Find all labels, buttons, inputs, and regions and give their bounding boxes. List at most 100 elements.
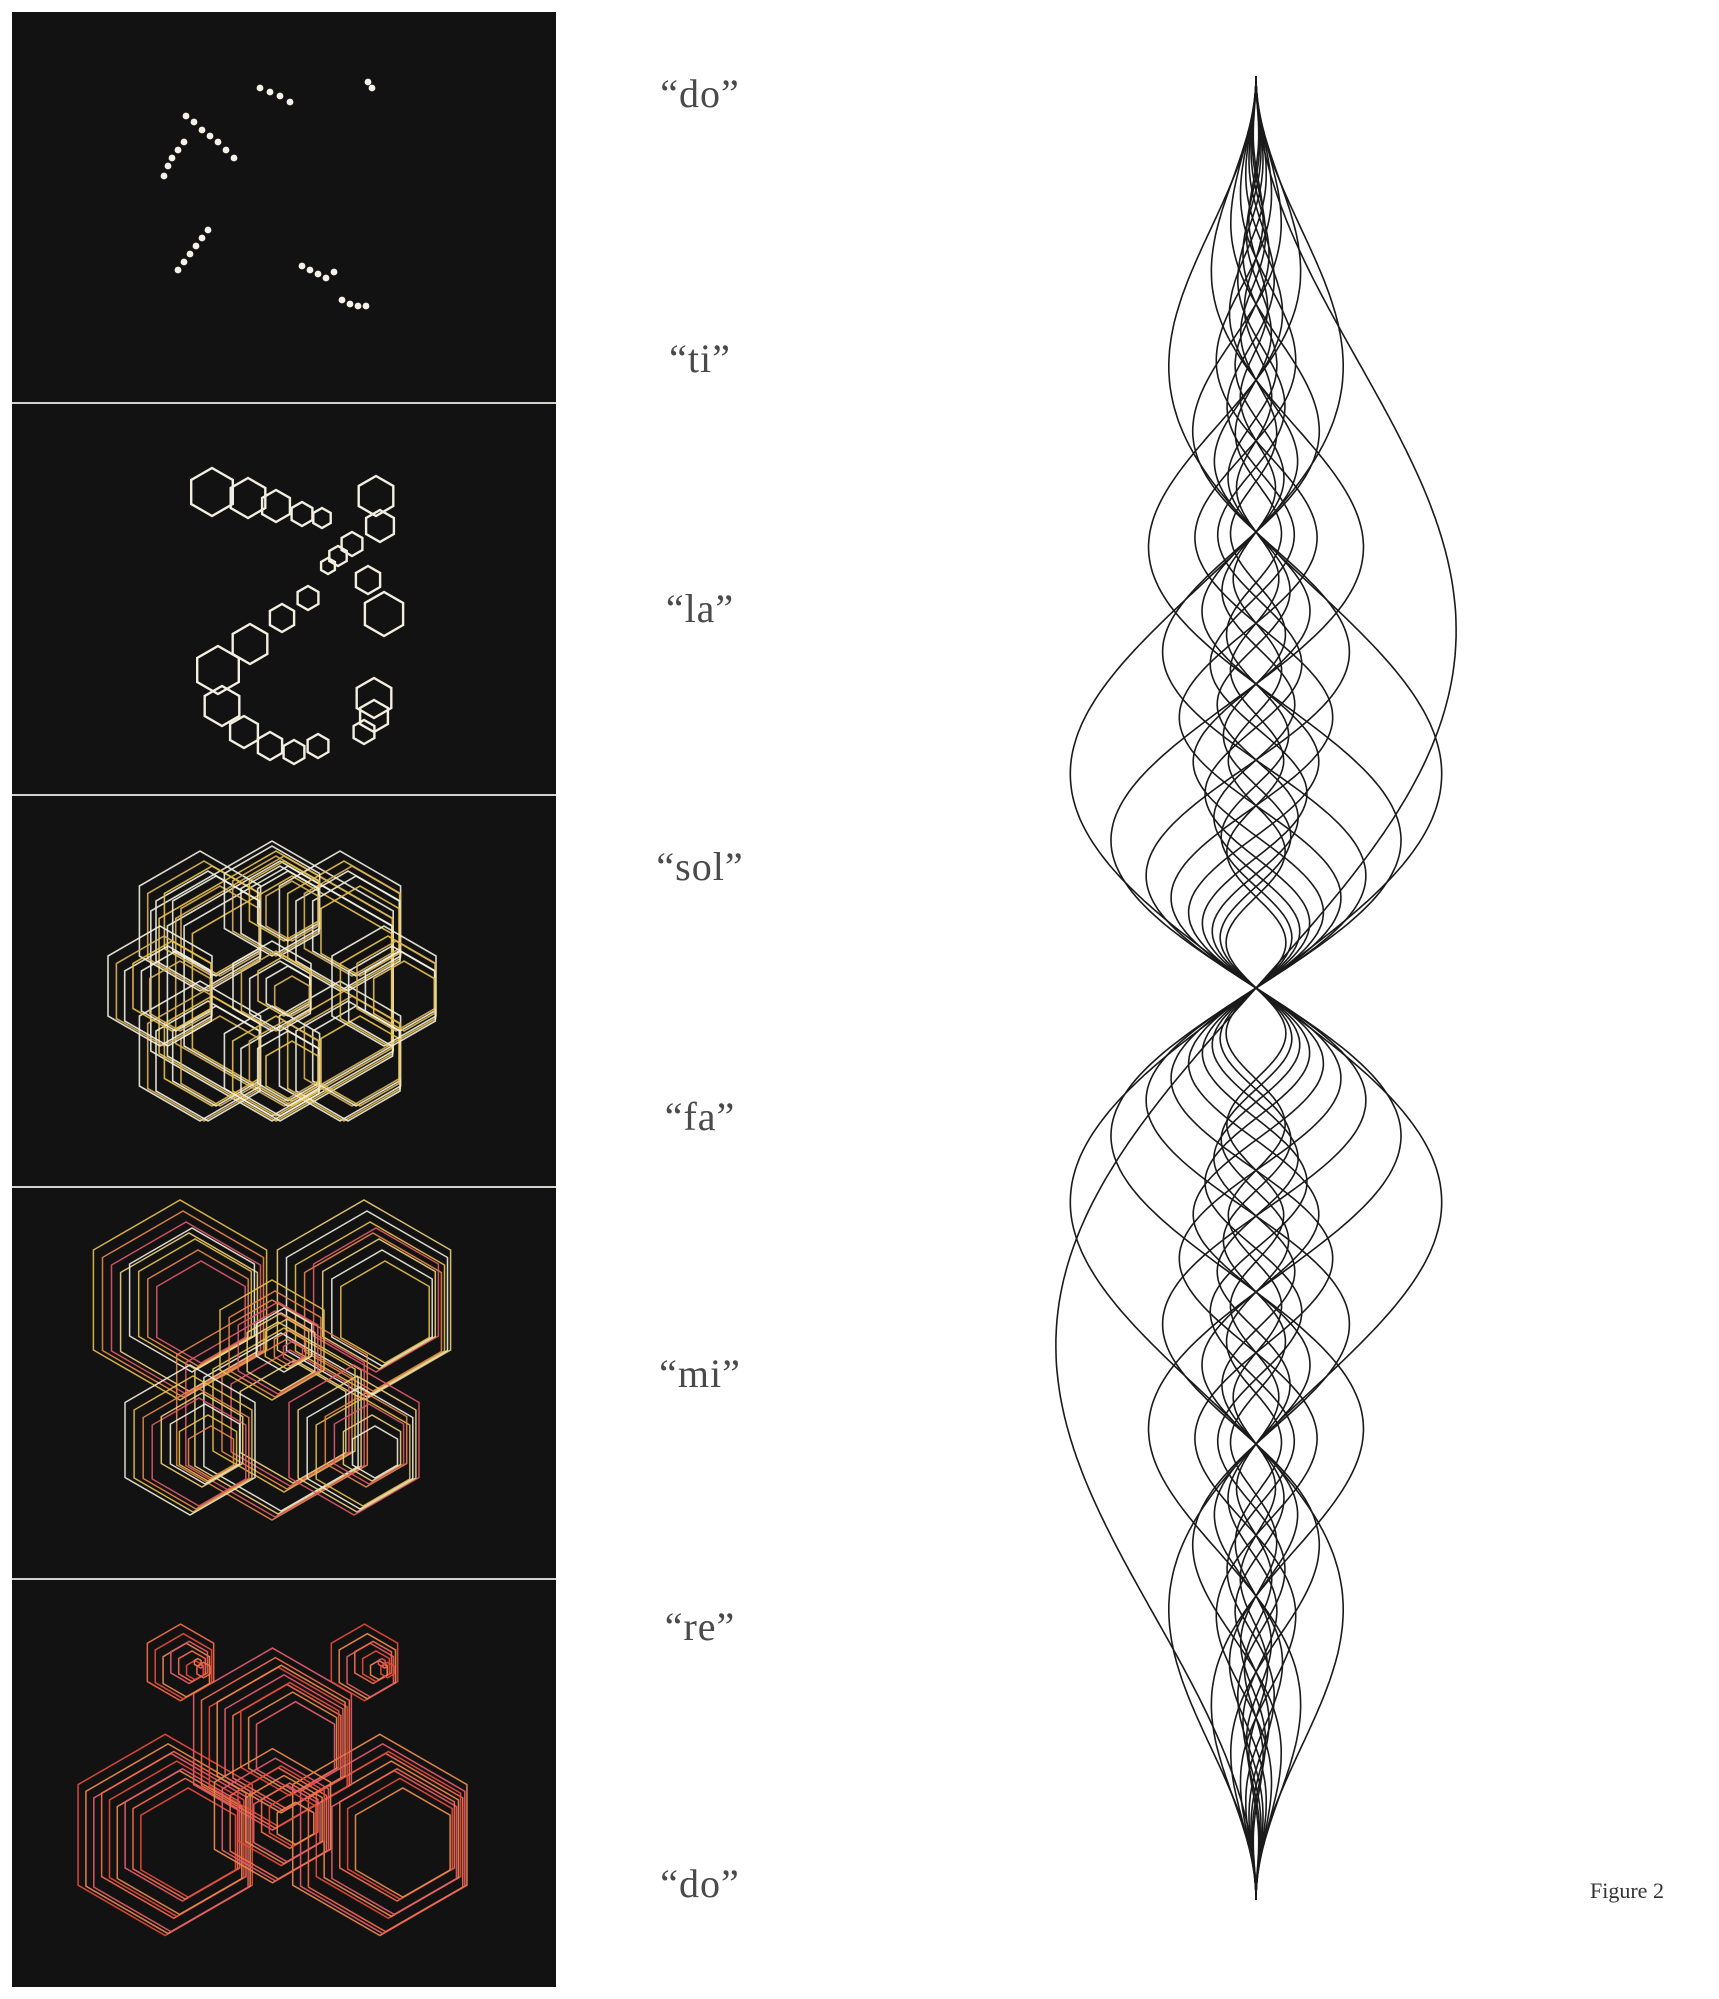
light-dot xyxy=(362,302,370,310)
hexagon-outline xyxy=(124,1767,241,1902)
hexagon-outline xyxy=(178,1414,238,1482)
hexagon-outline xyxy=(260,488,292,524)
light-dot xyxy=(186,250,194,258)
light-dot xyxy=(190,118,198,126)
hexagon-outline xyxy=(228,1290,322,1398)
hexagon-outline xyxy=(288,1364,420,1516)
hexagon-outline xyxy=(321,1238,437,1370)
hexagon-outline xyxy=(142,1386,250,1510)
hexagon-outline xyxy=(331,925,437,1047)
hexagon-outline xyxy=(265,965,311,1017)
hexagon-outline xyxy=(296,584,320,612)
hexagon-outline xyxy=(223,1005,321,1117)
hexagon-outline xyxy=(357,474,395,518)
hexagon-outline xyxy=(180,885,260,977)
frame-graphic xyxy=(77,1623,468,1937)
hexagon-outline xyxy=(312,506,332,530)
light-dot xyxy=(198,126,206,134)
hexagon-outline xyxy=(160,1392,244,1488)
hexagon-outline xyxy=(229,1766,328,1880)
hexagon-outline xyxy=(177,1650,207,1683)
light-dot xyxy=(180,258,188,266)
hexagon-outline xyxy=(354,1640,393,1685)
hexagon-outline xyxy=(248,860,320,942)
hexagon-outline xyxy=(108,1760,245,1918)
hexagon-outline xyxy=(260,1782,319,1850)
hexagon-outline xyxy=(169,1403,241,1485)
hexagon-outline xyxy=(128,1227,256,1373)
hexagon-outline xyxy=(175,1299,369,1521)
frame-white-yellow-hexagons xyxy=(12,796,556,1186)
hexagon-outline xyxy=(171,875,261,977)
hexagon-outline xyxy=(229,476,267,520)
hexagon-outline xyxy=(346,1642,395,1698)
hexagon-outline xyxy=(256,1030,320,1102)
hexagon-outline xyxy=(93,1752,249,1933)
frame-divider xyxy=(12,1578,556,1580)
frame-divider xyxy=(12,1186,556,1188)
light-dot xyxy=(182,112,190,120)
hexagon-outline xyxy=(352,718,376,746)
hexagon-outline xyxy=(216,1664,346,1814)
hexagon-outline xyxy=(351,1425,399,1479)
light-dot xyxy=(160,172,168,180)
hexagon-outline xyxy=(213,1747,332,1884)
hexagon-outline xyxy=(148,960,212,1032)
hexagon-outline xyxy=(133,1375,253,1513)
hexagon-outline xyxy=(187,1425,235,1479)
hexagon-outline xyxy=(340,530,364,558)
hexagon-outline xyxy=(237,1765,326,1867)
hexagon-outline xyxy=(369,1659,388,1681)
hexagon-outline xyxy=(195,644,241,696)
hexagon-outline xyxy=(331,1769,458,1916)
light-dot xyxy=(164,162,172,170)
curve-drawing xyxy=(1055,75,1457,1901)
hexagon-outline xyxy=(147,1249,249,1367)
hexagon-outline xyxy=(219,1279,325,1401)
light-dot xyxy=(322,274,330,282)
hexagon-outline xyxy=(124,1364,256,1516)
hexagon-outline xyxy=(324,1392,408,1488)
hexagon-outline xyxy=(303,865,401,977)
hexagon-outline xyxy=(221,1338,353,1490)
light-dot xyxy=(314,270,322,278)
light-dot xyxy=(198,234,206,242)
frame-graphic xyxy=(107,840,437,1122)
hexagon-outline xyxy=(265,880,319,942)
hexagon-outline xyxy=(303,995,401,1107)
frame-graphic xyxy=(92,1199,452,1521)
hexagon-outline xyxy=(342,1414,402,1482)
light-dot xyxy=(174,266,182,274)
light-dot xyxy=(364,78,372,86)
hexagon-outline xyxy=(311,875,401,977)
hexagon-outline xyxy=(203,684,241,728)
light-dot xyxy=(298,262,306,270)
hexagon-outline xyxy=(228,714,260,750)
hexagon-outline xyxy=(194,1321,362,1515)
hexagon-outline xyxy=(151,1397,247,1507)
hexagon-outline xyxy=(248,1020,320,1102)
hexagon-outline xyxy=(247,1691,338,1795)
hexagon-outline xyxy=(140,950,212,1032)
light-dot xyxy=(330,268,338,276)
hexagon-outline xyxy=(92,1199,268,1401)
hexagon-outline xyxy=(299,1742,466,1935)
hexagon-outline xyxy=(312,1227,440,1373)
label-la: “la” xyxy=(665,586,735,631)
light-dot xyxy=(354,302,362,310)
hexagon-outline xyxy=(315,1397,411,1507)
light-dot xyxy=(286,98,294,106)
hexagon-outline xyxy=(320,885,400,977)
label-do-bottom: “do” xyxy=(660,1861,740,1906)
frame-graphic xyxy=(160,78,376,310)
hexagon-outline xyxy=(331,1249,433,1367)
hexagon-outline xyxy=(306,1386,414,1510)
hexagon-outline xyxy=(268,602,296,634)
hexagon-outline xyxy=(333,1403,405,1485)
light-dot xyxy=(204,226,212,234)
light-dot xyxy=(174,146,182,154)
hexagon-outline xyxy=(256,730,284,762)
hexagon-outline xyxy=(231,622,269,666)
light-dot xyxy=(180,138,188,146)
hexagon-outline xyxy=(170,1640,209,1685)
